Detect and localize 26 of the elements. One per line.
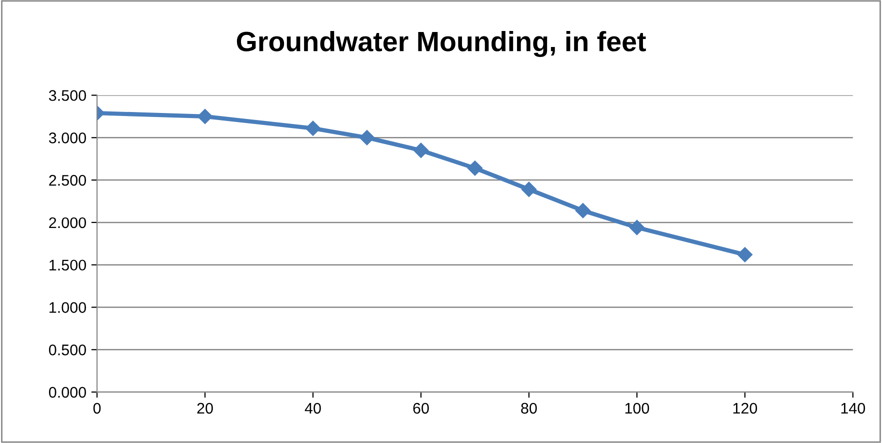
point [467, 160, 483, 176]
y-tick-label: 2.500 [49, 174, 86, 186]
x-tick-label: 100 [625, 402, 650, 414]
point [521, 182, 537, 197]
y-tick-label: 3.000 [48, 132, 86, 144]
point [359, 130, 375, 146]
y-tick-label: 1.500 [50, 260, 86, 271]
y-tick-label: 3.500 [48, 90, 86, 101]
x-tick-label: 20 [197, 402, 213, 414]
y-tick-label: 1.000 [50, 302, 86, 313]
x-tick-label: 0 [93, 402, 101, 414]
x-tick-label: 40 [304, 402, 321, 414]
y-tick-label: 0.000 [48, 386, 86, 398]
x-tick-label: 60 [413, 402, 429, 414]
point [413, 142, 429, 158]
x-tick-label: 120 [733, 402, 758, 414]
y-tick-label: 2.000 [49, 217, 86, 228]
point [629, 220, 644, 236]
point [197, 108, 213, 124]
x-tick-label: 80 [521, 402, 537, 414]
chart-title: Groundwater Mounding, in feet [236, 31, 646, 58]
point [737, 247, 752, 262]
point [575, 203, 591, 218]
x-tick-label: 140 [841, 402, 866, 414]
y-tick-label: 0.500 [48, 344, 86, 356]
point [305, 120, 321, 136]
